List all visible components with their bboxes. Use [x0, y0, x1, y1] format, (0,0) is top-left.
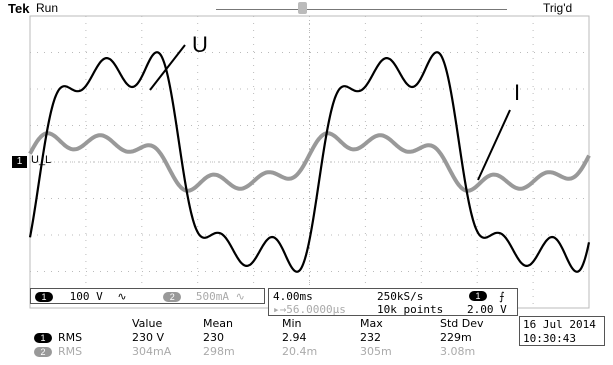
channel-2-badge: 2: [163, 292, 182, 302]
meas-row-1-max: 232: [360, 331, 381, 344]
channel-1-ground-marker[interactable]: 1: [12, 156, 27, 168]
time: 10:30:43: [523, 332, 576, 345]
horizontal-position: ▸→56.0000µs: [273, 303, 346, 316]
ac-coupling-icon: ∿: [235, 290, 245, 303]
meas-row-2-max: 305m: [360, 345, 392, 358]
col-header-value: Value: [132, 317, 163, 330]
channel-scale-panel[interactable]: 1 100 V ∿ 2 500mA ∿: [30, 288, 265, 304]
trigger-source-badge: 1: [469, 291, 487, 301]
col-header-min: Min: [282, 317, 302, 330]
date: 16 Jul 2014: [523, 318, 596, 331]
col-header-mean: Mean: [203, 317, 233, 330]
current-annotation: I: [514, 80, 521, 105]
graticule: [29, 15, 590, 309]
voltage-annotation: U: [192, 32, 208, 57]
datetime-display: 16 Jul 2014 10:30:43: [519, 316, 605, 346]
channel-ref-label: U_L: [31, 154, 52, 166]
channel-1-scale: 100 V: [69, 290, 103, 303]
meas-row-1-std-dev: 229m: [440, 331, 472, 344]
channel-1-badge: 1: [35, 292, 53, 302]
meas-row-2-mean: 298m: [203, 345, 235, 358]
acquisition-status: Run: [36, 1, 59, 15]
voltage-waveform: [28, 51, 591, 273]
meas-row-2-std-dev: 3.08m: [440, 345, 476, 358]
brand-logo: Tek: [8, 1, 30, 16]
record-length: 10k points: [377, 303, 444, 316]
time-per-division: 4.00ms: [273, 290, 313, 303]
rising-edge-icon: ⨍: [499, 290, 505, 303]
timebase-panel[interactable]: 4.00ms 250kS/s 1 ⨍ ▸→56.0000µs 10k point…: [268, 288, 518, 316]
trigger-level: 2.00 V: [467, 303, 507, 316]
col-header-max: Max: [360, 317, 383, 330]
meas-row-1-mean: 230: [203, 331, 224, 344]
meas-row-1-badge: 1: [34, 333, 52, 343]
meas-row-1-min: 2.94: [282, 331, 307, 344]
channel-2-scale: 500mA: [195, 290, 229, 303]
voltage-annotation-line: [149, 44, 186, 91]
record-bar: [216, 9, 507, 10]
sample-rate: 250kS/s: [377, 290, 424, 303]
meas-row-2-min: 20.4m: [282, 345, 318, 358]
meas-row-2-value: 304mA: [132, 345, 172, 358]
status-bar: Tek Run Trig'd: [0, 0, 613, 16]
current-annotation-line: [477, 109, 511, 181]
meas-row-2-badge: 2: [34, 347, 52, 357]
ac-coupling-icon: ∿: [117, 290, 127, 303]
col-header-std-dev: Std Dev: [440, 317, 484, 330]
trigger-status: Trig'd: [543, 1, 573, 15]
meas-row-1-value: 230 V: [132, 331, 165, 344]
meas-row-2-label: RMS: [58, 345, 83, 358]
meas-row-1-label: RMS: [58, 331, 83, 344]
trigger-position-icon[interactable]: [298, 2, 307, 14]
measurement-table[interactable]: Value Mean Min Max Std Dev 1 RMS 230 V 2…: [30, 317, 516, 362]
current-waveform: [28, 131, 591, 193]
